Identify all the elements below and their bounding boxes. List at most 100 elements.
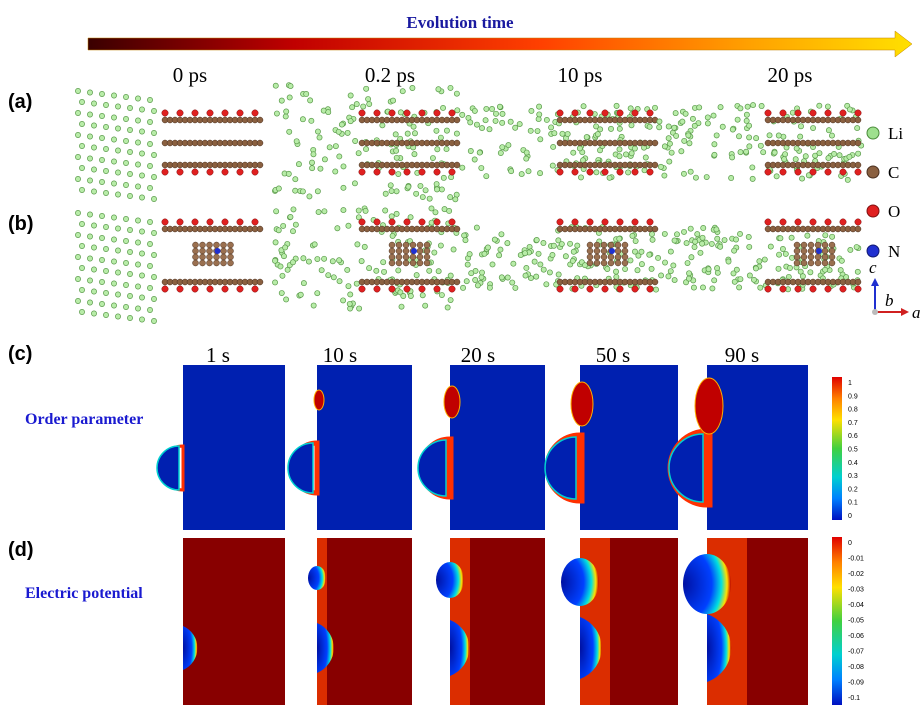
atom: [692, 244, 697, 249]
atom: [237, 286, 243, 292]
legend-label: C: [888, 163, 899, 182]
atom: [311, 152, 316, 157]
atom: [657, 125, 662, 130]
atom: [162, 219, 168, 225]
atom: [423, 303, 428, 308]
atom: [855, 125, 860, 130]
atom: [617, 169, 623, 175]
atom: [408, 293, 413, 298]
atom: [341, 185, 346, 190]
atom: [681, 229, 686, 234]
atom: [479, 125, 484, 130]
atom: [449, 169, 455, 175]
atom: [714, 266, 719, 271]
atom: [487, 285, 492, 290]
atom: [571, 150, 576, 155]
atom: [177, 169, 183, 175]
atom: [735, 117, 740, 122]
atom: [91, 101, 96, 106]
atom: [622, 248, 628, 254]
atom: [257, 226, 263, 232]
atom: [222, 286, 228, 292]
atom: [750, 176, 755, 181]
atom: [286, 171, 291, 176]
atom: [257, 162, 263, 168]
atom: [417, 260, 423, 266]
atom: [162, 110, 168, 116]
atom: [91, 123, 96, 128]
atom: [147, 119, 152, 124]
order-map: [580, 365, 678, 530]
atom: [667, 159, 672, 164]
atom: [221, 248, 227, 254]
atom: [565, 131, 570, 136]
atom: [389, 219, 395, 225]
time-label: 1 s: [206, 343, 230, 367]
atom: [686, 133, 691, 138]
atom: [662, 173, 667, 178]
atom: [479, 275, 484, 280]
atom: [454, 91, 459, 96]
atom: [484, 106, 489, 111]
atom: [601, 254, 607, 260]
atom: [434, 286, 440, 292]
atom: [825, 104, 830, 109]
atom: [855, 279, 861, 285]
atom: [103, 268, 108, 273]
atom: [438, 135, 443, 140]
atom: [127, 193, 132, 198]
atom: [629, 123, 634, 128]
atom: [272, 280, 277, 285]
atom: [315, 256, 320, 261]
atom: [693, 175, 698, 180]
atom: [221, 254, 227, 260]
atom: [477, 150, 482, 155]
atom: [632, 249, 637, 254]
atom: [672, 238, 677, 243]
atom: [135, 284, 140, 289]
atom: [280, 273, 285, 278]
atom: [559, 241, 564, 246]
atom: [363, 146, 368, 151]
atom: [139, 129, 144, 134]
atom: [381, 260, 386, 265]
atom: [390, 98, 395, 103]
atom: [222, 219, 228, 225]
atom: [815, 260, 821, 266]
atom: [759, 103, 764, 108]
atom: [359, 286, 365, 292]
atom: [830, 234, 835, 239]
atom: [287, 95, 292, 100]
potential-front: [317, 538, 327, 705]
atom: [87, 90, 92, 95]
atom: [115, 170, 120, 175]
atom: [534, 237, 539, 242]
atom: [99, 257, 104, 262]
atom: [642, 168, 647, 173]
axis-label: a: [912, 303, 921, 322]
atom: [563, 254, 568, 259]
atom: [207, 286, 213, 292]
atom: [301, 256, 306, 261]
atom: [87, 300, 92, 305]
atom: [647, 219, 653, 225]
atom: [430, 155, 435, 160]
atom: [336, 129, 341, 134]
atom: [215, 248, 221, 254]
atom: [111, 259, 116, 264]
atom: [557, 169, 563, 175]
dendrite: [695, 378, 723, 434]
atom: [652, 279, 658, 285]
atom: [427, 268, 432, 273]
atom: [475, 283, 480, 288]
colorbar-label: -0.08: [848, 664, 864, 671]
atom: [445, 305, 450, 310]
atom: [801, 254, 807, 260]
atom: [293, 222, 298, 227]
atom: [738, 277, 743, 282]
atom: [380, 123, 385, 128]
atom: [799, 176, 804, 181]
atom: [854, 244, 859, 249]
atom: [628, 258, 633, 263]
atom: [688, 169, 693, 174]
